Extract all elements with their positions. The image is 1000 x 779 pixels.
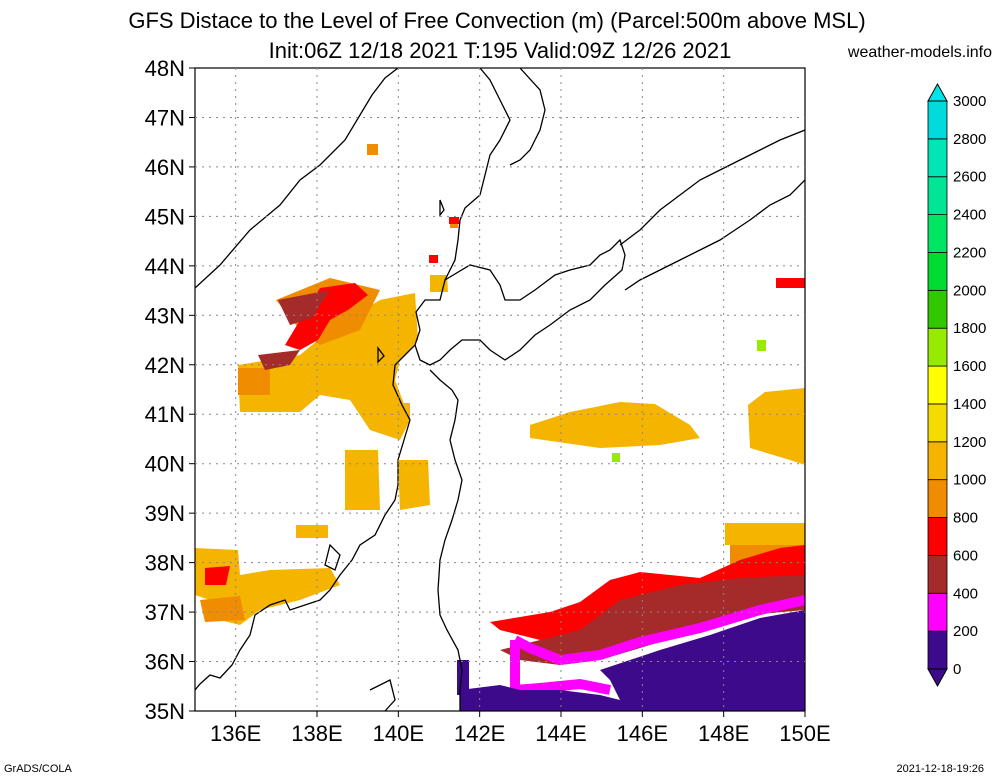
lat-label: 41N <box>145 402 185 427</box>
lat-label: 48N <box>145 56 185 81</box>
colorbar-swatch <box>927 441 948 481</box>
colorbar-swatch <box>927 592 948 632</box>
lat-label: 36N <box>145 650 185 675</box>
lfc-1600-speck <box>757 340 766 351</box>
lon-label: 146E <box>617 721 668 746</box>
lat-label: 40N <box>145 452 185 477</box>
map-title: GFS Distace to the Level of Free Convect… <box>128 8 866 33</box>
lat-label: 43N <box>145 303 185 328</box>
site-credit: weather-models.info <box>847 44 992 61</box>
colorbar-swatch <box>927 289 948 329</box>
lfc-200-400-area <box>258 290 805 665</box>
colorbar-swatch <box>927 555 948 594</box>
colorbar-label: 1600 <box>953 358 986 375</box>
lon-labels: 136E 138E 140E 142E 144E 146E 148E 150E <box>210 711 831 746</box>
colorbar-label: 400 <box>953 585 978 602</box>
colorbar-label: 1400 <box>953 396 986 413</box>
footer-timestamp: 2021-12-18-19:26 <box>896 763 984 775</box>
lfc-0-200-band <box>510 595 805 696</box>
colorbar-label: 1200 <box>953 434 986 451</box>
colorbar-label: 2000 <box>953 282 986 299</box>
colorbar-label: 0 <box>953 661 961 678</box>
colorbar-label: 1000 <box>953 472 986 489</box>
colorbar-swatch <box>927 327 948 367</box>
colorbar-swatch <box>927 517 948 556</box>
colorbar-label: 200 <box>953 623 978 640</box>
lon-label: 140E <box>373 721 424 746</box>
colorbar-swatch <box>927 138 948 178</box>
colorbar-max-arrow <box>927 82 948 102</box>
colorbar-swatch <box>927 479 948 518</box>
field-layer <box>195 68 805 711</box>
lat-label: 47N <box>145 105 185 130</box>
colorbar: 0 200 400 600 800 1000 1200 1400 1600 1800 2000 220… <box>927 82 986 688</box>
colorbar-swatch <box>927 214 948 253</box>
colorbar-label: 3000 <box>953 93 986 110</box>
lat-label: 39N <box>145 501 185 526</box>
footer-software: GrADS/COLA <box>4 763 72 775</box>
colorbar-label: 800 <box>953 510 978 527</box>
plot-frame <box>194 67 806 712</box>
lat-label: 46N <box>145 155 185 180</box>
colorbar-label: 600 <box>953 547 978 564</box>
lon-label: 136E <box>210 721 261 746</box>
lfc-1600-speck <box>612 453 620 462</box>
lon-label: 150E <box>779 721 830 746</box>
colorbar-swatch <box>927 176 948 216</box>
lat-labels: 48N 47N 46N 45N 44N 43N 42N 41N 40N 39N 38N 37N 36N 3… <box>145 56 195 724</box>
colorbar-label: 2600 <box>953 169 986 186</box>
lon-label: 148E <box>698 721 749 746</box>
colorbar-swatch <box>927 365 948 405</box>
lat-label: 42N <box>145 353 185 378</box>
lat-label: 37N <box>145 600 185 625</box>
lat-label: 44N <box>145 254 185 279</box>
colorbar-label: 1800 <box>953 320 986 337</box>
colorbar-swatch <box>927 252 948 291</box>
lat-label: 38N <box>145 551 185 576</box>
lat-label: 35N <box>145 699 185 724</box>
colorbar-min-arrow <box>927 668 948 688</box>
lon-label: 138E <box>291 721 342 746</box>
colorbar-label: 2400 <box>953 207 986 224</box>
colorbar-label: 2200 <box>953 244 986 261</box>
lat-label: 45N <box>145 204 185 229</box>
colorbar-swatch <box>927 100 948 140</box>
colorbar-swatch <box>927 630 948 670</box>
map-subtitle: Init:06Z 12/18 2021 T:195 Valid:09Z 12/2… <box>268 38 732 63</box>
lfc-400-600-area <box>205 217 805 640</box>
lon-label: 142E <box>454 721 505 746</box>
colorbar-swatch <box>927 403 948 443</box>
coastline <box>195 68 805 711</box>
lon-label: 144E <box>535 721 586 746</box>
colorbar-label: 2800 <box>953 131 986 148</box>
